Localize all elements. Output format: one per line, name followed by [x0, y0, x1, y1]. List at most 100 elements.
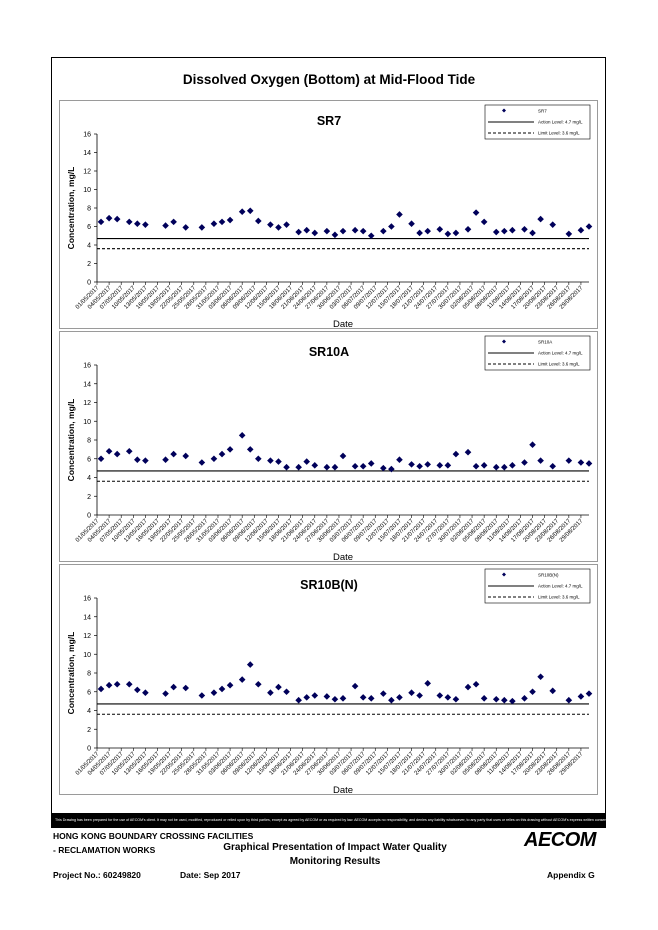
data-point	[436, 225, 444, 233]
legend-marker-diamond	[502, 108, 506, 113]
data-point	[210, 689, 218, 696]
data-point	[142, 221, 149, 228]
data-point	[125, 447, 133, 455]
y-tick-label: 8	[87, 671, 91, 678]
data-point	[424, 461, 431, 468]
data-point	[549, 221, 557, 228]
data-point	[380, 227, 387, 235]
y-tick-label: 8	[87, 206, 91, 213]
data-point	[339, 227, 347, 235]
data-point	[396, 694, 403, 701]
data-point	[283, 221, 290, 228]
legend-label-series: SR7	[538, 109, 547, 114]
chart-panel-sr7: SR7 0 2 4 6 8 10 12 14 16 01/05/2017 04/05/2017 07/0…	[59, 100, 598, 330]
y-tick-label: 16	[83, 363, 91, 370]
data-point	[501, 227, 508, 235]
chart-title: SR10B(N)	[300, 578, 358, 592]
data-point	[452, 450, 460, 458]
chart-panel-sr10bn: SR10B(N) 0 2 4 6 8 10 12 14 16 01/05/2017 04/05/201…	[59, 564, 598, 796]
y-tick-label: 14	[83, 150, 91, 157]
data-point	[565, 457, 573, 464]
data-point	[162, 690, 169, 697]
data-point	[408, 220, 415, 228]
data-point	[585, 690, 593, 697]
project-number: Project No.: 60249820	[53, 870, 141, 880]
data-point	[331, 231, 339, 239]
legend-label-action: Action Level: 4.7 mg/L	[538, 120, 583, 125]
data-point	[472, 680, 480, 688]
y-tick-label: 6	[87, 456, 91, 463]
data-point	[565, 230, 573, 238]
y-tick-label: 14	[83, 614, 91, 621]
y-axis-label: Concentration, mg/L	[66, 399, 76, 482]
project-name-line2: - RECLAMATION WORKS	[53, 845, 156, 855]
y-axis-label: Concentration, mg/L	[66, 167, 76, 250]
data-point	[323, 693, 331, 700]
data-point	[238, 208, 246, 215]
data-point	[585, 223, 593, 230]
chart-legend: SR7 Action Level: 4.7 mg/L Limit Level: 3.…	[484, 104, 591, 140]
data-point	[170, 218, 177, 226]
data-point	[585, 460, 593, 467]
y-tick-label: 10	[83, 419, 91, 426]
data-point	[537, 457, 544, 464]
data-point	[134, 686, 141, 694]
data-point	[565, 696, 573, 704]
data-point	[452, 229, 460, 237]
aecom-logo: AECOM	[524, 829, 596, 851]
x-axis-label: Date	[333, 785, 353, 796]
y-tick-label: 12	[83, 169, 91, 176]
y-tick-label: 4	[87, 475, 91, 482]
data-point	[359, 694, 367, 701]
data-point	[529, 229, 536, 237]
y-tick-label: 0	[87, 746, 91, 753]
data-point	[162, 222, 169, 229]
legend-label-limit: Limit Level: 3.6 mg/L	[538, 131, 580, 136]
legend-label-limit: Limit Level: 3.6 mg/L	[538, 362, 580, 367]
y-tick-label: 4	[87, 708, 91, 715]
data-point	[396, 456, 403, 463]
y-tick-label: 12	[83, 633, 91, 640]
data-point	[331, 463, 339, 471]
data-point	[416, 229, 423, 237]
data-point	[255, 680, 262, 688]
data-point	[311, 462, 319, 469]
data-point	[351, 462, 359, 470]
data-point	[255, 217, 262, 225]
y-tick-label: 2	[87, 727, 91, 734]
data-point	[501, 463, 508, 471]
data-point	[472, 209, 480, 216]
data-point	[226, 216, 234, 224]
chart-title: SR7	[317, 114, 341, 128]
data-point	[198, 224, 206, 231]
data-point	[283, 688, 290, 696]
data-point	[170, 450, 177, 458]
data-point	[416, 692, 423, 699]
chart-svg: SR10A024681012141601/05/201704/05/201707…	[66, 335, 593, 563]
chart-panel-sr10a: SR10A 0 2 4 6 8 10 12 14 16 01/05/2017 04/05/2017 07…	[59, 331, 598, 563]
data-point	[351, 682, 359, 690]
data-point	[295, 696, 302, 704]
data-point	[577, 459, 585, 466]
data-point	[408, 461, 415, 468]
page-title: Dissolved Oxygen (Bottom) at Mid-Flood T…	[182, 72, 476, 87]
data-point	[537, 215, 544, 223]
data-point	[480, 462, 488, 469]
y-tick-label: 16	[83, 132, 91, 139]
y-tick-label: 6	[87, 689, 91, 696]
data-point	[182, 224, 190, 231]
y-tick-label: 2	[87, 494, 91, 501]
data-point	[380, 464, 387, 472]
data-point	[452, 695, 460, 703]
data-point	[472, 462, 480, 470]
y-tick-label: 6	[87, 224, 91, 231]
data-point	[162, 456, 169, 463]
data-point	[295, 228, 302, 236]
data-point	[351, 226, 359, 234]
data-point	[182, 452, 190, 460]
data-point	[238, 432, 246, 439]
data-point	[226, 681, 234, 689]
data-point	[238, 676, 246, 683]
y-tick-label: 8	[87, 438, 91, 445]
chart-legend: SR10B(N) Action Level: 4.7 mg/L Limit Leve…	[484, 568, 591, 604]
